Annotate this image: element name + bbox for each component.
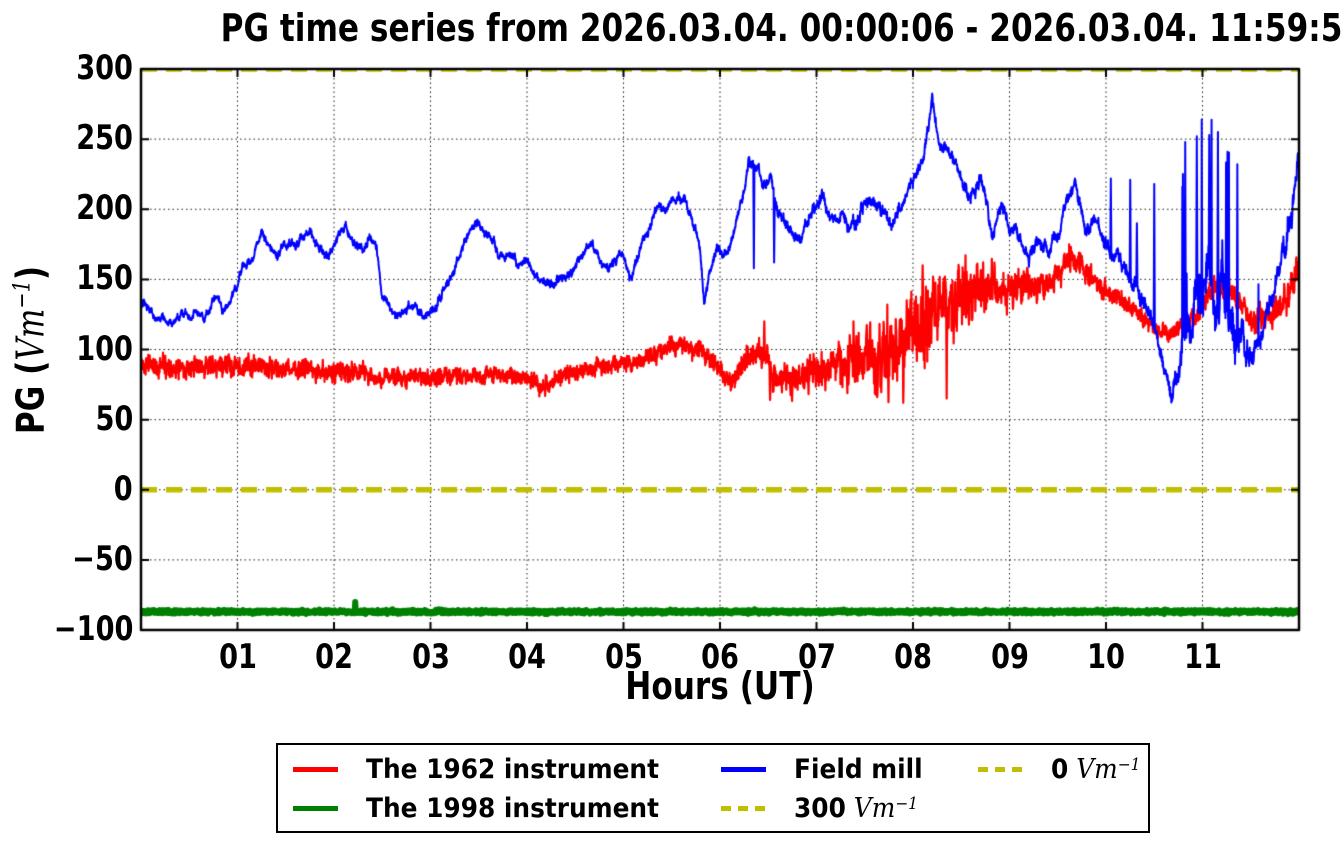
x-tick-label-07: 07 <box>797 637 836 677</box>
y-tick-label-−50: −50 <box>72 539 133 580</box>
legend-label-text: 300 <box>794 793 847 824</box>
y-axis-unit-exponent: −1 <box>7 280 36 309</box>
legend-column: 0 Vm −1 <box>977 750 1148 831</box>
legend-label: The 1962 instrument <box>366 754 659 785</box>
y-axis-label-text: PG ( <box>8 360 53 435</box>
legend-label-text: Field mill <box>794 754 923 785</box>
legend-column: The 1962 instrument The 1998 instrument <box>293 750 721 831</box>
legend: The 1962 instrument The 1998 instrument Fi… <box>276 743 1150 833</box>
legend-label-text: 0 <box>1050 754 1069 785</box>
y-tick-label-150: 150 <box>76 258 133 299</box>
legend-item: The 1962 instrument <box>293 750 721 789</box>
x-tick-label-10: 10 <box>1087 637 1125 677</box>
x-tick-label-04: 04 <box>508 637 546 677</box>
legend-label-text: The 1998 instrument <box>366 793 659 824</box>
x-tick-label-05: 05 <box>604 637 643 677</box>
legend-dashed-line-swatch <box>721 806 767 811</box>
legend-item: Field mill <box>721 750 978 789</box>
legend-dashed-line-swatch <box>977 767 1023 772</box>
chart-title: PG time series from 2026.03.04. 00:00:06… <box>220 6 1341 50</box>
y-axis-unit: Vm <box>8 308 53 361</box>
legend-label-text: The 1962 instrument <box>366 754 659 785</box>
legend-label: The 1998 instrument <box>366 793 659 824</box>
x-tick-label-03: 03 <box>411 637 450 677</box>
x-tick-label-01: 01 <box>218 637 257 677</box>
x-tick-label-02: 02 <box>315 637 353 677</box>
y-tick-label-300: 300 <box>76 48 133 89</box>
y-tick-label-0: 0 <box>114 468 133 509</box>
legend-item: 0 Vm −1 <box>977 750 1148 789</box>
y-axis-label: PG (Vm−1) <box>8 266 53 434</box>
legend-unit: Vm <box>846 793 896 824</box>
y-tick-label-250: 250 <box>76 118 133 159</box>
legend-label: Field mill <box>794 754 923 785</box>
y-tick-label-50: 50 <box>95 398 133 439</box>
y-tick-label-100: 100 <box>76 328 133 369</box>
legend-unit-exponent: −1 <box>1117 754 1141 775</box>
legend-item: The 1998 instrument <box>293 789 721 828</box>
legend-unit-exponent: −1 <box>895 793 919 814</box>
legend-line-swatch <box>293 806 338 811</box>
legend-label: 300 Vm −1 <box>794 793 918 824</box>
legend-line-swatch <box>721 767 767 772</box>
y-tick-label-200: 200 <box>76 188 133 229</box>
legend-unit: Vm <box>1068 754 1118 785</box>
y-axis-label-close: ) <box>8 265 53 281</box>
x-tick-label-06: 06 <box>701 637 739 677</box>
x-tick-label-11: 11 <box>1183 637 1222 677</box>
x-tick-label-09: 09 <box>990 637 1029 677</box>
y-tick-label-−100: −100 <box>53 609 133 650</box>
legend-label: 0 Vm −1 <box>1051 754 1140 785</box>
x-axis-label: Hours (UT) <box>625 664 815 708</box>
legend-column: Field mill 300 Vm −1 <box>721 750 978 831</box>
x-tick-label-08: 08 <box>894 637 932 677</box>
legend-item: 300 Vm −1 <box>721 789 978 828</box>
legend-line-swatch <box>293 767 338 772</box>
